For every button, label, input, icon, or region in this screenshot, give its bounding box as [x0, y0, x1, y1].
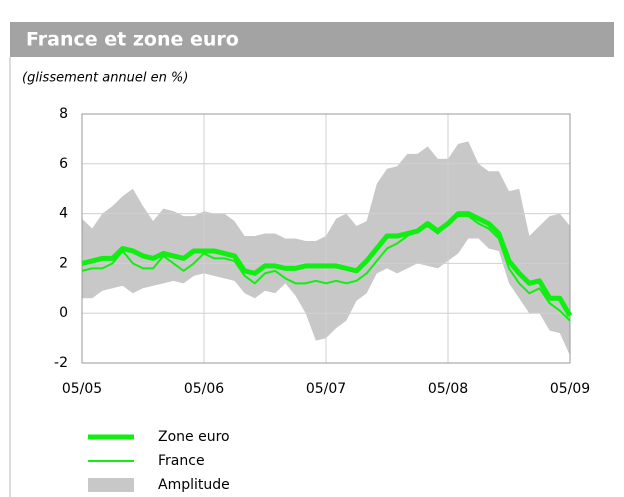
y-tick-label: 4: [59, 206, 68, 222]
x-tick-label: 05/07: [306, 381, 346, 397]
legend-label: Zone euro: [158, 429, 230, 445]
y-tick-label: 0: [59, 305, 68, 321]
chart-subtitle: (glissement annuel en %): [22, 71, 188, 86]
series-line: [81, 211, 573, 317]
legend-label: Amplitude: [158, 477, 230, 493]
legend-label: France: [158, 453, 205, 469]
y-tick-label: -2: [54, 355, 68, 371]
x-tick-label: 05/06: [184, 381, 224, 397]
legend-swatch: [88, 478, 134, 492]
series-line: [81, 215, 571, 322]
x-tick-label: 05/05: [62, 381, 102, 397]
plot-frame: [81, 113, 571, 364]
y-tick-label: 8: [59, 106, 68, 122]
x-tick-label: 05/08: [428, 381, 468, 397]
x-tick-label: 05/09: [550, 381, 590, 397]
y-tick-label: 2: [59, 255, 68, 271]
header-bar: [10, 22, 614, 57]
y-tick-label: 6: [59, 156, 68, 172]
chart-title: France et zone euro: [26, 29, 239, 51]
